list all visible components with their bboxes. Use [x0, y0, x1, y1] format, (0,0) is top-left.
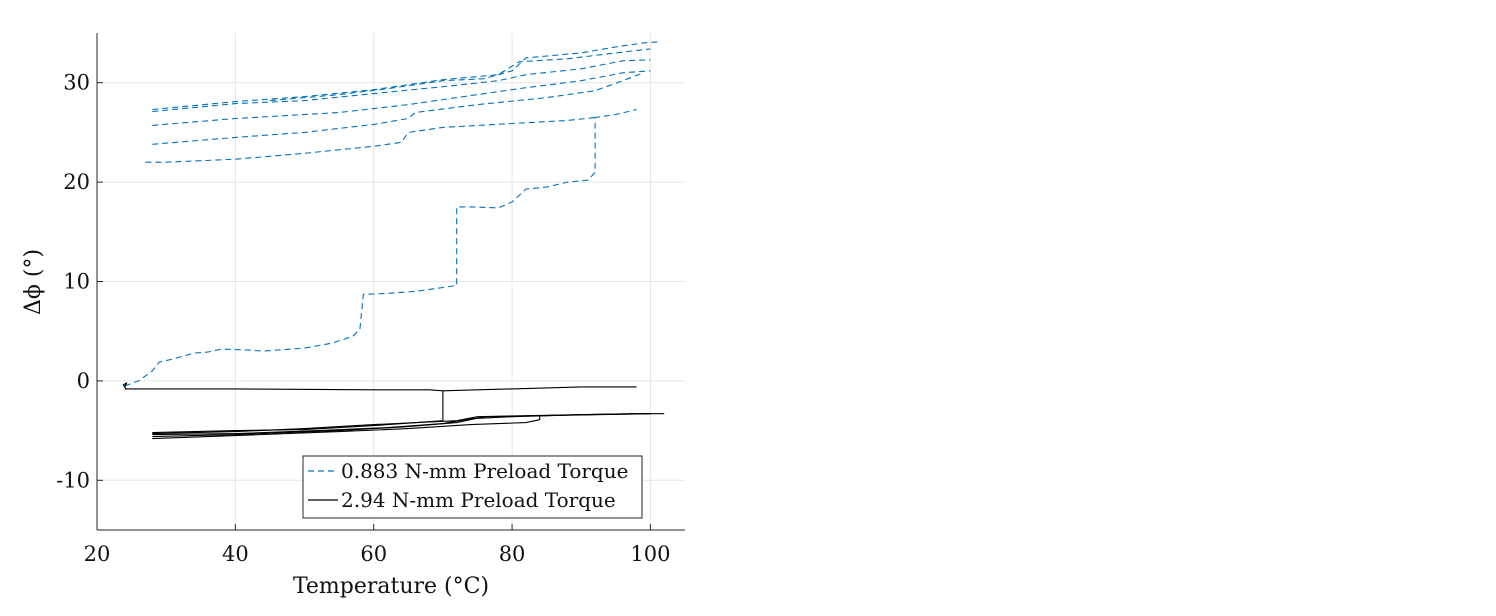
- series-2-trace-1: [122, 382, 128, 390]
- series-2-trace-3: [152, 390, 444, 434]
- x-tick-label: 80: [499, 542, 526, 566]
- x-axis-label: Temperature (°C): [293, 574, 489, 599]
- tick-labels: 20 40 60 80 100 -10 0 10 20 30: [56, 71, 670, 566]
- legend: 0.883 N-mm Preload Torque 2.94 N-mm Prel…: [302, 455, 643, 519]
- axes: [96, 33, 685, 531]
- x-tick-label: 40: [222, 542, 249, 566]
- y-tick-label: 10: [63, 270, 90, 294]
- legend-box: [302, 455, 643, 519]
- series-1-trace-4: [152, 70, 651, 126]
- series-2-trace-7: [152, 413, 651, 440]
- series-1-trace-3: [152, 72, 644, 145]
- legend-label-series-2: 2.94 N-mm Preload Torque: [341, 488, 616, 512]
- y-tick-label: 0: [77, 369, 90, 393]
- series-1-trace-7: [269, 41, 658, 102]
- series-1-trace-2: [145, 116, 596, 163]
- series-1-trace-1: [124, 108, 637, 387]
- series-1-trace-5: [152, 59, 651, 113]
- y-tick-label: 30: [63, 71, 90, 95]
- series-lines: [122, 41, 665, 440]
- series-1-trace-6: [152, 48, 651, 111]
- x-tick-label: 20: [84, 542, 111, 566]
- grid-lines: [96, 33, 685, 530]
- series-2-trace-2: [124, 386, 637, 392]
- y-tick-label: -10: [56, 468, 90, 492]
- x-tick-label: 60: [360, 542, 387, 566]
- y-axis-label: Δϕ (°): [21, 249, 46, 315]
- y-tick-label: 20: [63, 170, 90, 194]
- x-tick-label: 100: [630, 542, 670, 566]
- legend-label-series-1: 0.883 N-mm Preload Torque: [341, 459, 628, 483]
